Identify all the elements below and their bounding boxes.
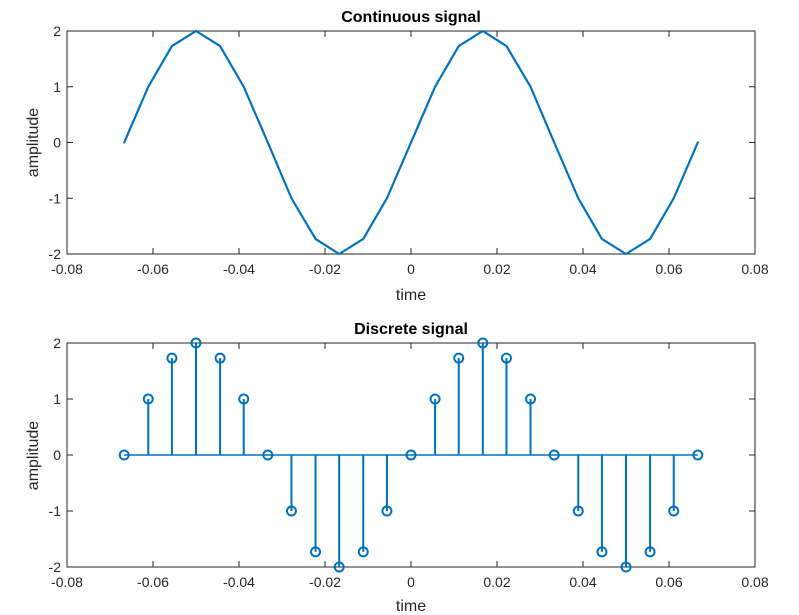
x-tick-label: 0.02 bbox=[483, 574, 510, 590]
stem-marker bbox=[166, 352, 178, 364]
stem-marker bbox=[525, 393, 537, 405]
y-tick-label: 2 bbox=[53, 335, 61, 351]
chart-title: Discrete signal bbox=[354, 321, 468, 338]
stem-marker bbox=[644, 546, 656, 558]
x-tick-label: -0.08 bbox=[51, 261, 83, 277]
plot-area: -0.08 -0.06 -0.04 -0.02 0 0.02 0.04 0.06 0.08 -2 -… bbox=[49, 335, 769, 590]
x-tick-label: -0.08 bbox=[51, 574, 83, 590]
stem-marker bbox=[142, 393, 154, 405]
x-tick-label: 0.08 bbox=[741, 261, 768, 277]
y-tick-label: -1 bbox=[49, 503, 62, 519]
stem-marker bbox=[429, 393, 441, 405]
y-tick-label: -2 bbox=[49, 246, 62, 262]
y-tick-label: 0 bbox=[53, 135, 61, 151]
stem-marker bbox=[692, 449, 704, 461]
x-tick-label: 0.04 bbox=[569, 574, 596, 590]
stem-marker bbox=[477, 337, 489, 349]
stem-marker bbox=[285, 505, 297, 517]
y-tick-label: 1 bbox=[53, 391, 61, 407]
stem-marker bbox=[548, 449, 560, 461]
stem-marker bbox=[381, 505, 393, 517]
x-tick-label: 0.02 bbox=[483, 261, 510, 277]
x-axis-label: time bbox=[396, 287, 426, 304]
stem-marker bbox=[620, 561, 632, 573]
stem-marker bbox=[596, 546, 608, 558]
stem-marker bbox=[357, 546, 369, 558]
stem-marker bbox=[405, 449, 417, 461]
y-tick-label: -1 bbox=[49, 190, 62, 206]
stem-marker bbox=[238, 393, 250, 405]
y-axis-label: amplitude bbox=[25, 108, 42, 177]
x-tick-label: -0.02 bbox=[309, 574, 341, 590]
stem-marker bbox=[333, 561, 345, 573]
x-tick-label: 0 bbox=[407, 261, 415, 277]
chart-title: Continuous signal bbox=[341, 9, 481, 26]
x-tick-label: 0.06 bbox=[655, 574, 682, 590]
x-tick-label: -0.04 bbox=[223, 261, 255, 277]
x-tick-label: -0.06 bbox=[137, 574, 169, 590]
x-axis-label: time bbox=[396, 598, 426, 615]
x-tick-label: 0.04 bbox=[569, 261, 596, 277]
stem-marker bbox=[668, 505, 680, 517]
continuous-signal-chart: Continuous signal time amplitude -0.08 -0… bbox=[25, 9, 769, 304]
x-tick-label: -0.06 bbox=[137, 261, 169, 277]
stem-marker bbox=[118, 449, 130, 461]
y-tick-label: 2 bbox=[53, 23, 61, 39]
x-tick-label: -0.02 bbox=[309, 261, 341, 277]
x-tick-label: 0 bbox=[407, 574, 415, 590]
stem-marker bbox=[453, 352, 465, 364]
stem-marker bbox=[262, 449, 274, 461]
y-tick-label: 0 bbox=[53, 447, 61, 463]
stem-marker bbox=[572, 505, 584, 517]
y-tick-label: 1 bbox=[53, 79, 61, 95]
y-tick-label: -2 bbox=[49, 559, 62, 575]
y-axis-label: amplitude bbox=[25, 421, 42, 490]
discrete-signal-chart: Discrete signal time amplitude -0.08 -0.0… bbox=[25, 321, 769, 615]
x-tick-label: 0.06 bbox=[655, 261, 682, 277]
series-line bbox=[123, 29, 699, 256]
x-tick-label: 0.08 bbox=[741, 574, 768, 590]
stem-marker bbox=[310, 546, 322, 558]
stem-marker bbox=[500, 352, 512, 364]
x-tick-label: -0.04 bbox=[223, 574, 255, 590]
plot-area: -0.08 -0.06 -0.04 -0.02 0 0.02 0.04 0.06 0.08 -2 -… bbox=[49, 23, 769, 277]
stem-marker bbox=[214, 352, 226, 364]
stem-marker bbox=[190, 337, 202, 349]
